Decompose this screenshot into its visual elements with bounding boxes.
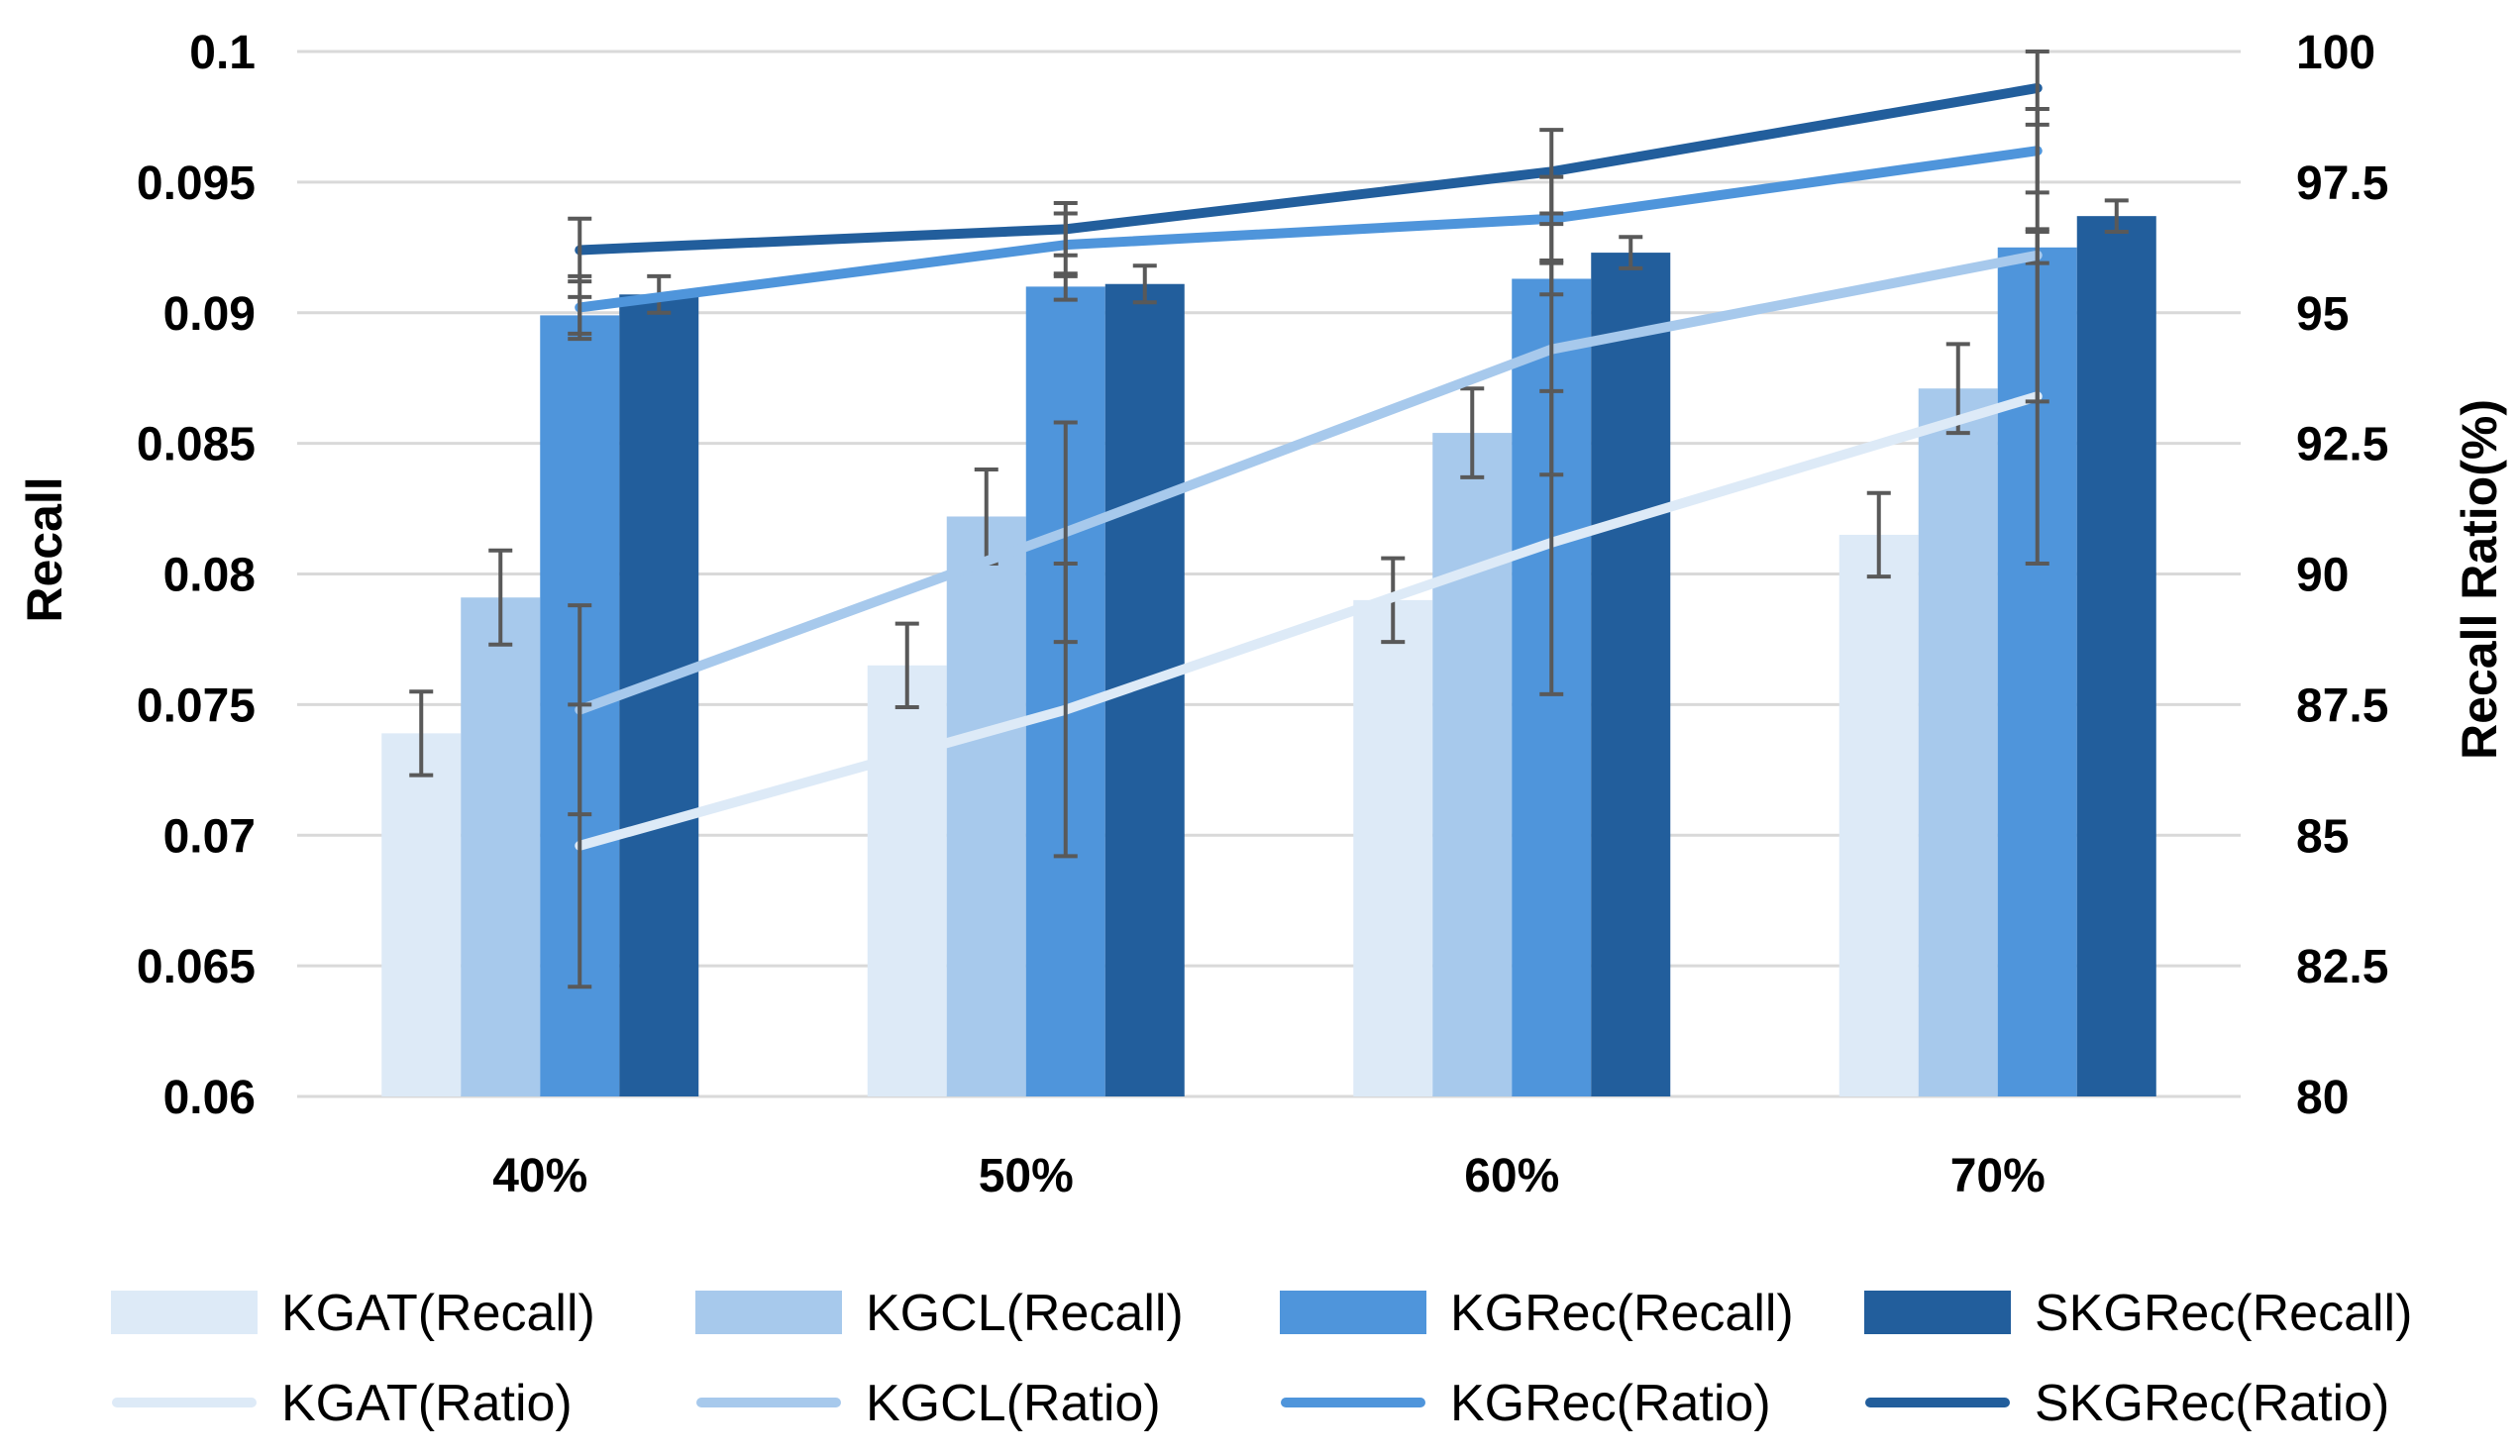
bar-error-bar <box>2104 198 2129 234</box>
y2-tick-label: 85 <box>2296 810 2349 863</box>
y2-tick-label: 87.5 <box>2296 679 2388 732</box>
x-tick-label: 60% <box>1464 1150 1559 1202</box>
y2-tick-label: 80 <box>2296 1072 2349 1124</box>
y-tick-label: 0.095 <box>137 157 256 210</box>
bar <box>1838 534 1919 1096</box>
bar <box>1591 253 1671 1096</box>
right-axis-ticks: 80 82.5 85 87.5 90 92.5 95 97.5 100 <box>2296 27 2388 1124</box>
bar <box>2076 216 2156 1097</box>
legend-label: KGAT(Ratio) <box>281 1375 573 1432</box>
legend-label: KGCL(Ratio) <box>866 1375 1161 1432</box>
ratio-line <box>575 391 2043 851</box>
ratio-error-bar <box>568 216 592 284</box>
y2-tick-label: 82.5 <box>2296 941 2388 993</box>
bar-error-bar <box>1132 263 1157 305</box>
y-tick-label: 0.09 <box>163 288 256 341</box>
ratio-lines <box>575 82 2043 851</box>
bar <box>1353 599 1433 1096</box>
y-tick-label: 0.1 <box>189 27 256 79</box>
bar <box>867 665 947 1096</box>
x-axis-ticks: 40% 50% 60% 70% <box>492 1150 2046 1202</box>
bar-error-bar <box>1619 235 1643 270</box>
x-tick-label: 70% <box>1950 1150 2046 1202</box>
legend-label: SKGRec(Ratio) <box>2035 1375 2389 1432</box>
legend-label: SKGRec(Recall) <box>2035 1285 2412 1342</box>
y2-tick-label: 92.5 <box>2296 419 2388 471</box>
left-axis-ticks: 0.06 0.065 0.07 0.075 0.08 0.085 0.09 0.095 0.1 <box>137 27 256 1124</box>
y-tick-label: 0.065 <box>137 941 256 993</box>
bar <box>946 516 1026 1096</box>
y-tick-label: 0.07 <box>163 810 256 863</box>
ratio-error-bar <box>568 603 592 817</box>
legend-label: KGRec(Ratio) <box>1450 1375 1771 1432</box>
bar-error-bar <box>1866 490 1891 579</box>
bar-error-bar <box>488 548 513 647</box>
ratio-line <box>575 250 2043 715</box>
legend-swatch <box>695 1291 842 1334</box>
x-tick-label: 50% <box>979 1150 1074 1202</box>
legend-swatch <box>1280 1291 1426 1334</box>
x-tick-label: 40% <box>492 1150 587 1202</box>
ratio-error-bar <box>2025 50 2049 127</box>
y-tick-label: 0.075 <box>137 679 256 732</box>
y-tick-label: 0.06 <box>163 1072 256 1124</box>
bar <box>381 733 462 1096</box>
y2-tick-label: 95 <box>2296 288 2349 341</box>
y2-tick-label: 97.5 <box>2296 157 2388 210</box>
y-tick-label: 0.085 <box>137 419 256 471</box>
y-tick-label: 0.08 <box>163 550 256 602</box>
legend: KGAT(Recall) KGCL(Recall) KGRec(Recall) SKG… <box>111 1285 2412 1432</box>
ratio-error-bar <box>1539 128 1564 216</box>
y-axis-title: Recall <box>17 476 72 622</box>
bars <box>381 216 2156 1097</box>
bar <box>1918 388 1998 1096</box>
legend-label: KGAT(Recall) <box>281 1285 595 1342</box>
legend-swatch <box>111 1291 258 1334</box>
bar-error-bar <box>894 621 919 710</box>
ratio-error-bar <box>1053 200 1078 258</box>
bar <box>1432 433 1513 1096</box>
bar <box>461 597 541 1096</box>
ratio-error-bar <box>1053 420 1078 645</box>
ratio-line <box>575 146 2043 313</box>
ratio-line <box>575 82 2043 256</box>
y2-tick-label: 90 <box>2296 550 2349 602</box>
legend-label: KGRec(Recall) <box>1450 1285 1794 1342</box>
legend-swatch <box>1864 1291 2011 1334</box>
y2-tick-label: 100 <box>2296 27 2375 79</box>
y2-axis-title: Recall Ratio(%) <box>2452 399 2507 760</box>
bar-error-bar <box>409 689 434 778</box>
legend-label: KGCL(Recall) <box>866 1285 1184 1342</box>
ratio-error-bars <box>568 50 2049 989</box>
bar-error-bar <box>1460 386 1485 479</box>
